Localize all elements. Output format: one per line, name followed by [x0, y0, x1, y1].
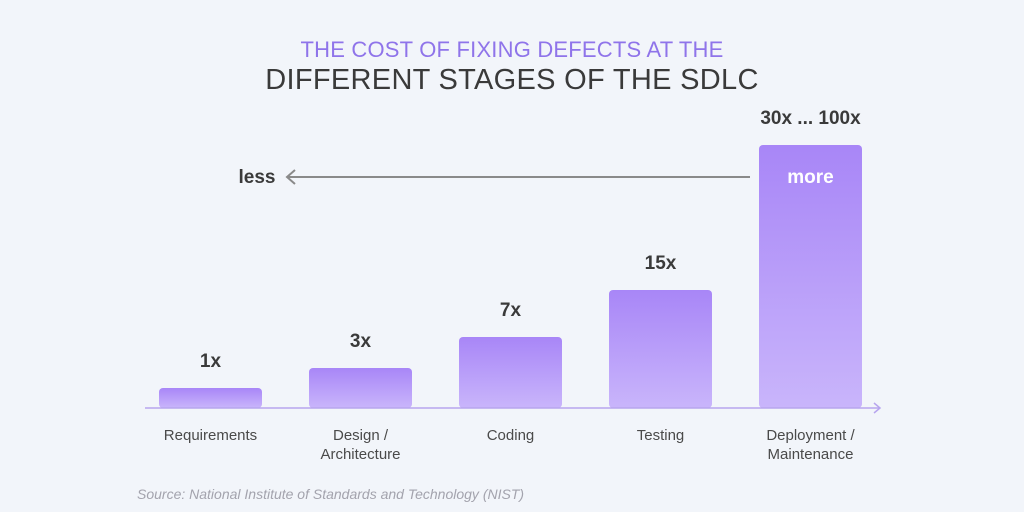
category-label-4-line2: Maintenance	[768, 446, 854, 463]
category-label-1-line2: Architecture	[320, 446, 400, 463]
data-label-4: 30x ... 100x	[760, 108, 861, 129]
data-label-0: 1x	[200, 351, 222, 372]
category-label-0: Requirements	[164, 427, 257, 444]
less-label: less	[239, 167, 276, 188]
bar-1	[309, 368, 412, 408]
bar-0	[159, 388, 262, 408]
bar-4	[759, 145, 862, 408]
data-label-1: 3x	[350, 331, 372, 352]
more-label: more	[787, 167, 833, 188]
category-label-1-line1: Design /	[333, 427, 389, 444]
chart-title-line1: THE COST OF FIXING DEFECTS AT THE	[300, 37, 724, 62]
source-note: Source: National Institute of Standards …	[137, 486, 525, 502]
x-axis-arrowhead	[873, 402, 882, 414]
data-label-2: 7x	[500, 300, 522, 321]
bar-2	[459, 337, 562, 408]
bar-3	[609, 290, 712, 408]
category-label-2: Coding	[487, 427, 535, 444]
chart-title-line2: DIFFERENT STAGES OF THE SDLC	[265, 64, 759, 96]
category-label-3: Testing	[637, 427, 685, 444]
category-label-4-line1: Deployment /	[766, 427, 855, 444]
data-label-3: 15x	[645, 253, 677, 274]
less-arrow-head	[285, 169, 296, 185]
